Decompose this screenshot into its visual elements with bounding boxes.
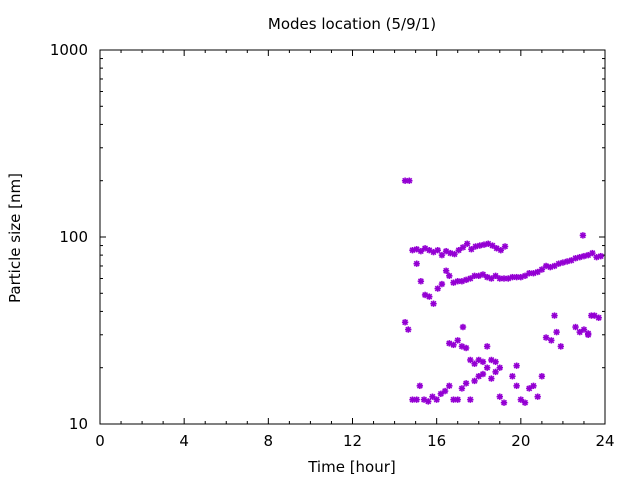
data-point [434,246,441,254]
data-point [595,314,602,321]
data-point [509,373,516,380]
data-point [451,250,458,258]
data-point [489,242,496,249]
data-point [580,326,588,333]
data-point [413,396,420,403]
data-point [437,390,445,398]
data-point [446,382,453,390]
data-point [405,326,412,333]
data-point [584,330,592,337]
x-tick-label: 8 [264,432,274,450]
data-point [488,375,495,382]
y-tick-label: 100 [59,228,88,246]
data-point [492,368,499,376]
data-point [462,344,470,352]
data-point [438,251,446,259]
data-point [450,341,457,349]
data-point [517,396,525,403]
x-tick-label: 0 [95,432,105,450]
data-point [483,364,491,371]
data-point [463,240,471,247]
data-point [500,399,508,406]
data-point [526,385,533,392]
y-axis-label: Particle size [nm] [6,173,24,303]
data-point [442,267,450,274]
x-tick-label: 12 [343,432,362,450]
x-tick-label: 20 [511,432,530,450]
data-point [496,393,503,400]
data-point [471,360,478,367]
data-point [597,252,604,260]
axes: 0 4 8 12 16 20 24 10 100 1000 [50,41,615,450]
data-point [467,396,474,403]
plot-frame [99,49,606,425]
data-point [441,387,449,395]
data-point [446,272,453,280]
data-point [479,358,487,366]
data-point [471,377,478,385]
data-point [576,328,583,336]
data-point [557,343,565,350]
data-point [434,285,441,292]
data-point [589,249,596,257]
data-point [551,312,558,319]
data-point [416,382,424,390]
data-point [429,393,436,400]
data-point [572,323,579,331]
data-point [513,362,520,369]
data-point [438,280,446,288]
data-point [425,398,432,405]
data-point [548,337,555,344]
data-point [417,278,425,285]
y-tick-label: 1000 [50,41,88,59]
data-point [542,334,550,341]
data-point [454,396,461,403]
data-point [534,393,541,400]
data-point [454,337,461,344]
data-point [496,364,503,371]
data-point [580,252,588,260]
x-tick-label: 24 [595,432,614,450]
data-point [462,380,470,387]
data-point [413,260,420,267]
data-point [459,323,467,331]
data-point [433,396,440,403]
data-point [468,246,475,253]
data-point [579,232,587,239]
data-point [406,177,413,184]
data-point [530,382,537,390]
data-point [430,300,437,307]
data-point [458,385,466,392]
data-point [553,328,560,336]
data-point [479,370,487,378]
data-point [483,343,491,350]
data-point [417,247,425,255]
data-point [542,262,550,270]
x-tick-label: 4 [179,432,189,450]
data-point [501,243,509,250]
data-point [492,272,499,280]
data-point [426,293,433,300]
data-point [521,399,529,406]
data-point [513,382,520,390]
x-axis-label: Time [hour] [307,458,396,476]
data-point [467,275,474,282]
data-point [401,319,409,326]
data-point [455,246,462,254]
x-tick-label: 16 [427,432,446,450]
data-points [401,177,604,406]
y-tick-label: 10 [69,415,88,433]
data-point [538,373,546,380]
chart-title: Modes location (5/9/1) [268,15,436,33]
data-point [492,358,499,366]
